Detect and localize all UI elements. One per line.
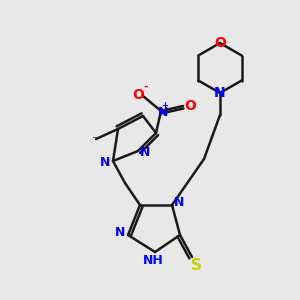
Text: N: N xyxy=(140,146,150,160)
Text: N: N xyxy=(115,226,125,239)
Text: +: + xyxy=(161,101,169,110)
Text: NH: NH xyxy=(142,254,164,268)
Text: S: S xyxy=(190,257,202,272)
Text: N: N xyxy=(174,196,184,209)
Text: O: O xyxy=(184,99,196,113)
Text: methyl: methyl xyxy=(93,136,99,138)
Text: N: N xyxy=(158,106,168,119)
Text: N: N xyxy=(214,86,226,100)
Text: -: - xyxy=(144,82,148,92)
Text: N: N xyxy=(100,157,110,169)
Text: O: O xyxy=(132,88,144,102)
Text: O: O xyxy=(214,36,226,50)
